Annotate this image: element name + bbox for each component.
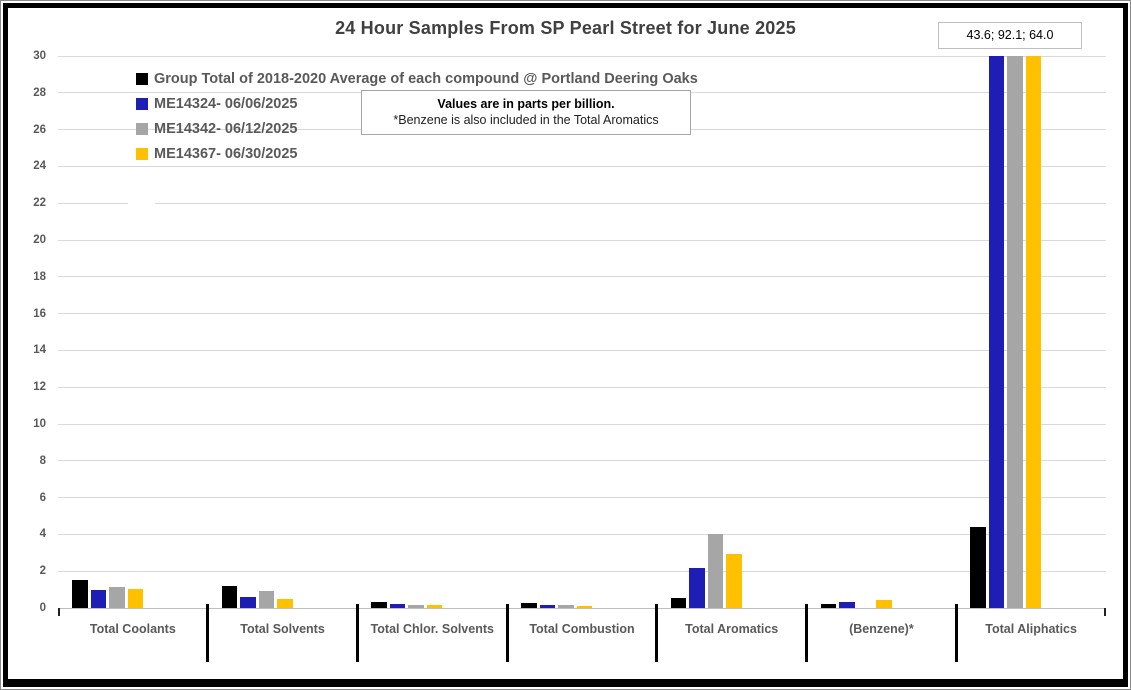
legend-item-3: ME14342- 06/12/2025 (136, 116, 698, 141)
category-separator (655, 604, 659, 662)
category-separator (505, 604, 509, 662)
y-axis-tick-10: 10 (33, 418, 46, 430)
gridline-y30 (58, 55, 1106, 57)
y-axis-tick-20: 20 (33, 234, 46, 246)
bar-total-combustion-s1 (539, 604, 556, 608)
category-label-4: Total Combustion (529, 622, 635, 636)
bar-total-aliphatics-s1 (988, 56, 1005, 608)
bar-total-aliphatics-s3 (1025, 56, 1042, 608)
bar-total-solvents-s0 (221, 585, 238, 608)
bar--benzene--s3 (876, 599, 892, 608)
y-axis-tick-12: 12 (33, 381, 46, 394)
category-label-3: Total Chlor. Solvents (370, 622, 494, 636)
axis-end-tick-right (1104, 608, 1106, 616)
bar-total-coolants-s1 (90, 589, 106, 608)
category-label-6: (Benzene)* (849, 622, 914, 636)
gridline-y2 (58, 570, 1106, 572)
category-separator (355, 604, 359, 662)
y-axis-tick-0: 0 (39, 602, 46, 614)
bar-total-solvents-s3 (277, 598, 293, 608)
category-label-1: Total Coolants (89, 622, 176, 636)
legend-swatch-icon (136, 97, 148, 110)
bar-total-aromatics-s1 (689, 567, 705, 608)
y-axis-tick-30: 30 (33, 50, 46, 62)
bar--benzene--s1 (839, 601, 855, 608)
gridline-y20 (58, 239, 1106, 241)
axis-end-tick-left (58, 608, 60, 616)
gridline-gap-artifact (128, 201, 155, 206)
legend-label-4: ME14367- 06/30/2025 (154, 145, 298, 162)
y-axis-tick-6: 6 (39, 491, 46, 504)
legend-label-1: Group Total of 2018-2020 Average of each… (154, 70, 698, 87)
y-axis-tick-22: 22 (33, 197, 46, 210)
gridline-y14 (58, 349, 1106, 351)
annotation-box: Values are in parts per billion. *Benzen… (361, 90, 691, 135)
y-axis-tick-28: 28 (33, 86, 46, 99)
gridline-y18 (58, 276, 1106, 278)
bar-total-coolants-s0 (72, 580, 88, 608)
bar-total-combustion-s3 (576, 606, 593, 608)
chart-legend: Group Total of 2018-2020 Average of each… (136, 66, 698, 166)
bar-total-coolants-s2 (109, 586, 125, 608)
bar--benzene--s0 (820, 604, 837, 608)
gridline-y8 (58, 460, 1106, 462)
chart-title: 24 Hour Samples From SP Pearl Street for… (335, 18, 796, 38)
legend-label-2: ME14324- 06/06/2025 (154, 95, 298, 112)
legend-item-2: ME14324- 06/06/2025 (136, 91, 698, 116)
bar-total-chlor-solvents-s2 (408, 604, 424, 608)
gridline-y24 (58, 165, 1106, 167)
bar-total-combustion-s0 (521, 602, 537, 608)
gridline-y16 (58, 313, 1106, 315)
gridline-y6 (58, 497, 1106, 499)
y-axis-tick-24: 24 (33, 160, 46, 173)
plot-area: 0 2 4 6 8 10 12 14 16 18 20 22 24 26 28 30 Total Coolant… (33, 50, 1106, 662)
gridline-y10 (58, 423, 1106, 425)
chart-canvas: 24 Hour Samples From SP Pearl Street for… (3, 3, 1128, 687)
bar-total-chlor-solvents-s1 (389, 604, 406, 608)
clipped-values-callout: 43.6; 92.1; 64.0 (938, 22, 1082, 49)
annotation-line-2: *Benzene is also included in the Total A… (393, 113, 659, 127)
bar-total-aromatics-s3 (726, 553, 742, 608)
y-axis-tick-2: 2 (39, 565, 46, 578)
x-axis-line (58, 608, 1106, 609)
bar-total-aliphatics-s0 (970, 527, 986, 608)
bar-total-chlor-solvents-s3 (426, 605, 443, 608)
bar-total-solvents-s1 (240, 596, 256, 608)
legend-item-4: ME14367- 06/30/2025 (136, 141, 698, 166)
bar-total-chlor-solvents-s0 (371, 601, 387, 608)
category-label-7: Total Aliphatics (985, 622, 1077, 636)
legend-label-3: ME14342- 06/12/2025 (154, 120, 298, 137)
bar-total-combustion-s2 (558, 605, 574, 608)
legend-swatch-icon (136, 72, 148, 85)
bar-total-aliphatics-s2 (1007, 56, 1023, 608)
category-label-2: Total Solvents (240, 622, 325, 636)
category-separator (805, 604, 809, 662)
bar-total-solvents-s2 (258, 591, 275, 608)
gridline-y12 (58, 386, 1106, 388)
y-axis-tick-16: 16 (33, 307, 46, 320)
y-axis-tick-8: 8 (39, 454, 46, 467)
bar-total-aromatics-s2 (707, 534, 724, 608)
y-axis-tick-26: 26 (33, 123, 46, 136)
gridline-y22 (58, 202, 1106, 204)
y-axis-tick-14: 14 (33, 344, 46, 357)
bar-total-aromatics-s0 (670, 597, 687, 608)
legend-swatch-icon (136, 122, 148, 135)
y-axis-tick-4: 4 (39, 528, 46, 541)
category-separator (954, 604, 958, 662)
y-axis-tick-18: 18 (33, 270, 46, 283)
category-separator (206, 604, 210, 662)
gridline-y4 (58, 533, 1106, 535)
bar-total-coolants-s3 (127, 588, 143, 608)
annotation-line-1: Values are in parts per billion. (437, 97, 615, 111)
legend-swatch-icon (136, 147, 148, 160)
legend-item-1: Group Total of 2018-2020 Average of each… (136, 66, 698, 91)
category-label-5: Total Aromatics (685, 622, 779, 636)
